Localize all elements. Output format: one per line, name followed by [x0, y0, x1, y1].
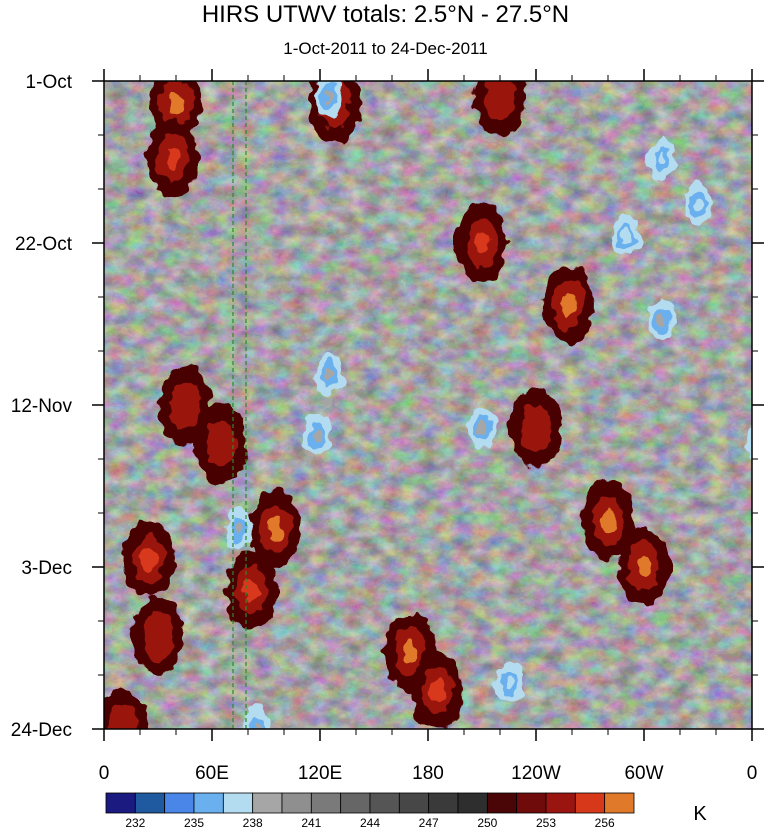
y-tick-label-0: 1-Oct	[26, 72, 73, 93]
warm-region-peak-17	[114, 717, 130, 729]
warm-region-peak-1	[165, 146, 180, 170]
colorbar-segment-12	[457, 792, 488, 814]
colorbar-segment-4	[222, 792, 254, 814]
colorbar-label-7: 253	[536, 816, 556, 830]
plot-area	[104, 81, 770, 729]
x-tick-label-1: 60E	[195, 763, 229, 784]
x-tick-label-3: 180	[412, 763, 444, 784]
colorbar-units: K	[693, 803, 707, 825]
cold-region-peak-5	[325, 367, 333, 381]
x-tick-label-0: 0	[99, 763, 110, 784]
colorbar-label-0: 232	[125, 816, 145, 830]
warm-region-peak-9	[600, 509, 616, 533]
colorbar-segment-10	[398, 792, 430, 814]
cold-region-peak-9	[505, 676, 513, 690]
colorbar-segment-0	[105, 792, 136, 814]
y-tick-label-1: 22-Oct	[15, 234, 73, 255]
cold-region-peak-8	[312, 429, 321, 443]
axes: 0 60E 120E 180 120W 60W 0 1-Oct 22-Oct 12-Nov 3-De…	[11, 69, 764, 784]
colorbar-label-5: 247	[419, 816, 439, 830]
warm-region-peak-11	[528, 416, 544, 440]
warm-region-peak-15	[429, 678, 445, 703]
cold-region-peak-10	[235, 522, 243, 535]
cold-region-core-7	[753, 430, 770, 457]
x-tick-label-5: 60W	[624, 763, 663, 784]
cold-region-peak-11	[253, 722, 261, 729]
colorbar-segment-1	[134, 792, 166, 814]
cold-region-peak-1	[658, 151, 666, 165]
warm-region-peak-5	[561, 293, 576, 317]
colorbar-segment-7	[310, 792, 342, 814]
cold-region-peak-6	[478, 421, 486, 435]
warm-region-peak-8	[267, 516, 283, 541]
reference-lines	[232, 81, 247, 729]
warm-region-peak-0	[168, 92, 184, 116]
colorbar-label-8: 256	[595, 816, 615, 830]
colorbar-segment-3	[193, 792, 224, 814]
warm-region-peak-6	[177, 393, 193, 417]
warm-region-peak-7	[213, 431, 229, 456]
colorbar-segment-5	[252, 792, 283, 814]
y-tick-label-4: 24-Dec	[11, 720, 72, 741]
anomaly-regions	[104, 81, 770, 729]
x-tick-label-4: 120W	[511, 763, 561, 784]
colorbar-label-6: 250	[477, 816, 497, 830]
warm-region-core-17	[106, 704, 138, 729]
cold-region-peak-4	[658, 313, 666, 327]
warm-region-peak-14	[402, 640, 418, 664]
cold-region-peak-3	[622, 228, 630, 242]
colorbar-segment-16	[574, 792, 606, 814]
warm-region-peak-10	[636, 555, 652, 579]
cold-region-core-11	[248, 715, 266, 729]
warm-region-peak-3	[492, 84, 508, 109]
colorbar-segment-9	[369, 792, 400, 814]
colorbar-segment-11	[428, 792, 459, 814]
colorbar-label-4: 244	[360, 816, 380, 830]
colorbar-label-3: 241	[301, 816, 321, 830]
cold-region-7	[747, 427, 752, 460]
chart-title: HIRS UTWV totals: 2.5°N - 27.5°N	[201, 1, 570, 28]
warm-region-peak-4	[474, 231, 490, 255]
warm-region-peak-16	[150, 624, 166, 649]
cold-region-peak-2	[694, 198, 702, 211]
x-tick-label-6: 0	[747, 763, 758, 784]
warm-region-peak-13	[244, 578, 259, 602]
texture-field	[104, 81, 752, 729]
x-tick-label-2: 120E	[298, 763, 342, 784]
colorbar-segment-17	[604, 792, 635, 814]
colorbar-segment-15	[545, 792, 576, 814]
cold-region-peak-7	[757, 437, 765, 450]
cold-region-peak-0	[325, 90, 333, 103]
y-tick-label-2: 12-Nov	[11, 396, 73, 417]
colorbar-segment-14	[516, 792, 547, 814]
y-tick-label-3: 3-Dec	[21, 558, 72, 579]
chart-subtitle: 1-Oct-2011 to 24-Dec-2011	[283, 39, 488, 58]
colorbar-segment-2	[164, 792, 195, 814]
colorbar-segment-8	[340, 792, 371, 814]
colorbar-label-1: 235	[184, 816, 204, 830]
colorbar-segment-6	[281, 792, 312, 814]
warm-region-peak-12	[141, 547, 157, 571]
colorbar-segment-13	[486, 792, 518, 814]
colorbar-label-2: 238	[243, 816, 263, 830]
colorbar: 232 235 238 241 244 247 250 253 256 K	[105, 792, 707, 830]
